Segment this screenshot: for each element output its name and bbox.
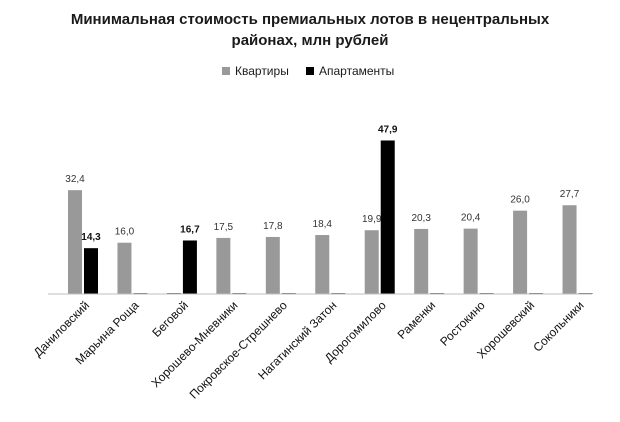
value-label-apartamenty-6: 47,9 bbox=[378, 124, 398, 135]
bar-kvartiry-8 bbox=[463, 228, 478, 294]
bar-kvartiry-5 bbox=[315, 235, 330, 294]
value-label-kvartiry-7: 20,3 bbox=[411, 213, 431, 224]
bar-kvartiry-10 bbox=[562, 205, 577, 294]
x-tick-label-2: Беговой bbox=[149, 298, 191, 340]
value-label-apartamenty-0: 14,3 bbox=[81, 232, 101, 243]
value-label-kvartiry-10: 27,7 bbox=[560, 189, 580, 200]
value-label-apartamenty-2: 16,7 bbox=[180, 224, 200, 235]
bar-kvartiry-1 bbox=[117, 242, 132, 294]
bar-kvartiry-4 bbox=[265, 236, 280, 294]
value-label-kvartiry-1: 16,0 bbox=[115, 227, 135, 238]
legend-swatch-apartamenty bbox=[306, 67, 314, 75]
value-label-kvartiry-6: 19,9 bbox=[362, 214, 382, 225]
chart-title-line-2: районах, млн рублей bbox=[232, 32, 389, 49]
x-tick-label-10: Сокольники bbox=[530, 298, 586, 354]
legend-swatch-kvartiry bbox=[222, 67, 230, 75]
legend-label-kvartiry: Квартиры bbox=[235, 64, 289, 78]
value-label-kvartiry-4: 17,8 bbox=[263, 221, 283, 232]
value-label-kvartiry-9: 26,0 bbox=[510, 195, 530, 206]
bar-kvartiry-9 bbox=[513, 210, 528, 294]
bar-kvartiry-7 bbox=[414, 228, 429, 294]
bar-kvartiry-0 bbox=[68, 190, 82, 294]
value-label-kvartiry-0: 32,4 bbox=[65, 174, 85, 185]
bar-kvartiry-6 bbox=[364, 230, 379, 294]
value-label-kvartiry-8: 20,4 bbox=[461, 213, 481, 224]
value-label-kvartiry-3: 17,5 bbox=[214, 222, 234, 233]
value-labels: 32,4 14,3 16,0 16,7 17,5 17,8 18,4 19,9 47,9 20,3… bbox=[65, 124, 579, 243]
x-tick-label-8: Ростокино bbox=[437, 298, 488, 349]
bar-kvartiry-3 bbox=[216, 237, 231, 294]
chart-title-line-1: Минимальная стоимость премиальных лотов … bbox=[71, 11, 550, 28]
value-label-kvartiry-5: 18,4 bbox=[313, 219, 333, 230]
legend-label-apartamenty: Апартаменты bbox=[319, 64, 394, 78]
bar-apartamenty-2 bbox=[182, 240, 197, 294]
plot-area bbox=[68, 140, 593, 294]
legend: Квартиры Апартаменты bbox=[222, 64, 394, 78]
bar-apartamenty-0 bbox=[84, 248, 98, 294]
x-tick-label-3: Хорошево-Мневники bbox=[149, 298, 241, 390]
x-tick-label-7: Раменки bbox=[395, 298, 439, 342]
x-tick-label-4: Покровское-Стрешнево bbox=[187, 298, 291, 402]
bar-apartamenty-6 bbox=[380, 140, 395, 294]
